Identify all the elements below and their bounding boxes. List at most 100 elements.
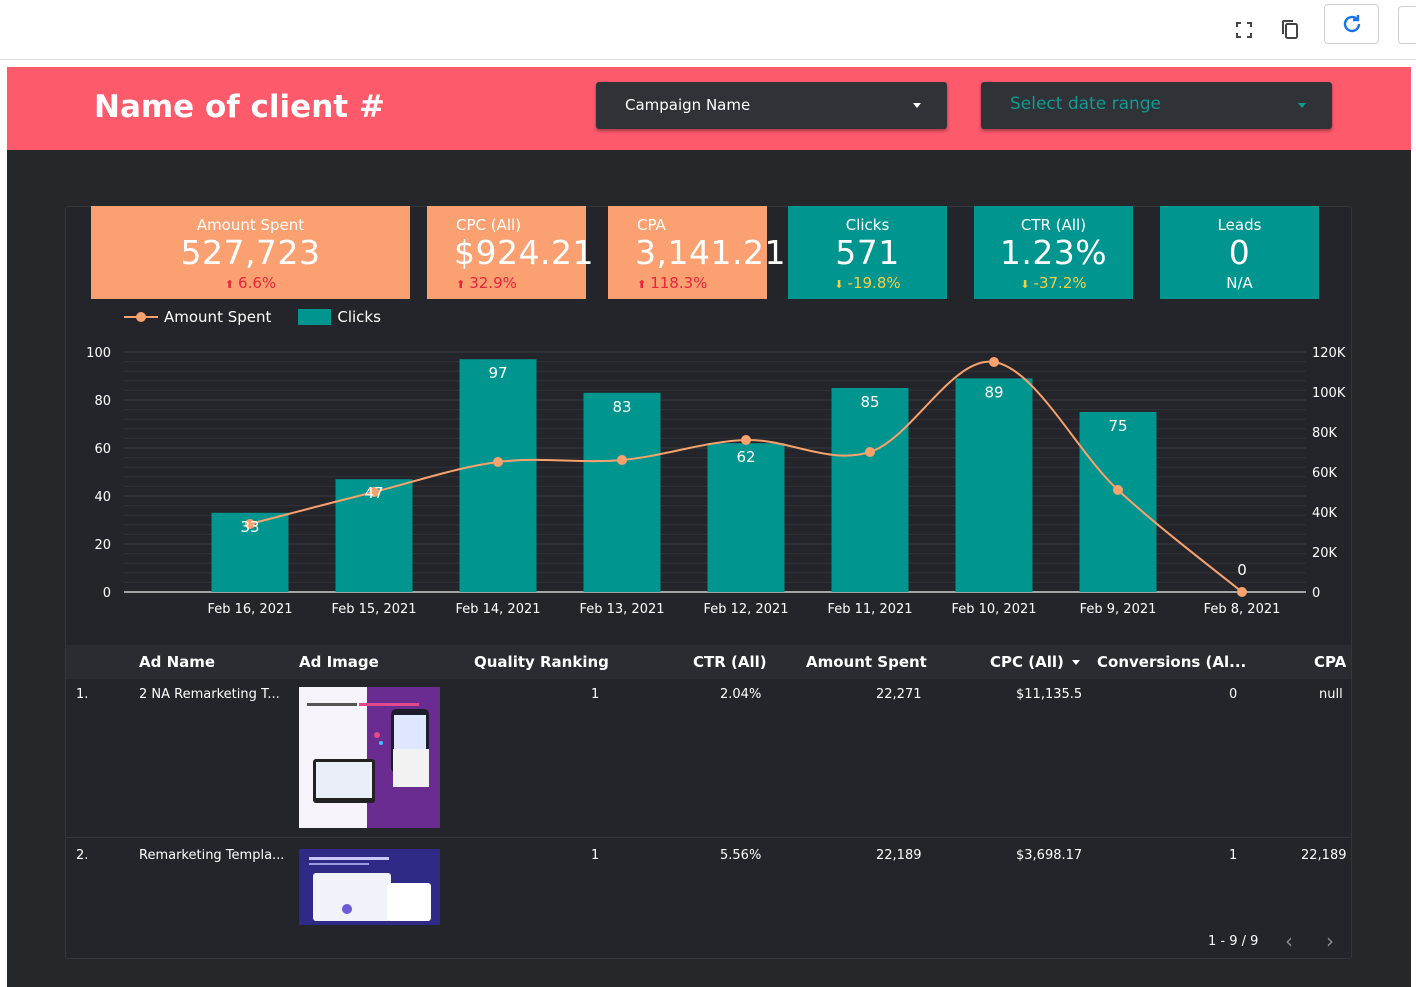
column-header-ctr[interactable]: CTR (All) — [693, 653, 767, 671]
bar-clicks — [583, 392, 661, 592]
right-axis-tick: 60K — [1312, 466, 1338, 481]
arrow-up-icon: ⬆ — [224, 278, 235, 291]
kpi-leads: Leads 0 N/A — [1160, 206, 1319, 299]
sort-descending-icon — [1071, 660, 1080, 665]
legend-amount-spent: Amount Spent — [164, 308, 272, 326]
column-header-quality-ranking[interactable]: Quality Ranking — [474, 653, 609, 671]
kpi-delta: ⬆ 6.6% — [224, 274, 277, 292]
quality-cell: 1 — [591, 687, 600, 702]
bar-value-label: 83 — [612, 398, 631, 416]
line-point — [741, 435, 751, 445]
bar-clicks — [459, 359, 537, 592]
combo-chart: 0 20 40 60 80 100 0 20K 40K 60K 80K 100K 120K 33 47 97 8… — [86, 346, 1346, 617]
pagination-label: 1 - 9 / 9 — [1208, 934, 1259, 949]
arrow-up-icon: ⬆ — [456, 278, 466, 291]
kpi-value: 527,723 — [180, 233, 321, 272]
chevron-left-icon[interactable]: ‹ — [1285, 929, 1293, 953]
row-index: 2. — [76, 848, 89, 863]
right-axis-tick: 120K — [1312, 346, 1346, 361]
left-axis-tick: 60 — [94, 442, 111, 457]
line-point — [245, 519, 255, 529]
column-header-cpa[interactable]: CPA — [1314, 653, 1347, 671]
ad-name-cell[interactable]: 2 NA Remarketing T... — [139, 687, 280, 702]
kpi-label: CTR (All) — [1020, 216, 1087, 234]
bar-value-label: 75 — [1108, 417, 1127, 435]
x-axis-label: Feb 8, 2021 — [1204, 602, 1281, 617]
column-header-amount-spent[interactable]: Amount Spent — [806, 653, 927, 671]
left-axis-tick: 20 — [94, 538, 111, 553]
date-range-label: Select date range — [1010, 94, 1162, 114]
bar-value-label: 89 — [984, 383, 1003, 401]
kpi-delta: ⬆ 32.9% — [456, 274, 517, 292]
kpi-delta: ⬇ -37.2% — [1020, 274, 1087, 292]
copy-icon[interactable] — [1270, 12, 1310, 48]
kpi-delta: N/A — [1226, 274, 1253, 292]
ad-name-cell[interactable]: Remarketing Templa... — [139, 848, 285, 863]
bar-value-label: 62 — [736, 448, 755, 466]
line-point — [369, 487, 379, 497]
column-header-cpc[interactable]: CPC (All) — [990, 653, 1080, 671]
chart-legend: Amount Spent Clicks — [124, 306, 381, 328]
x-axis-label: Feb 12, 2021 — [703, 602, 788, 617]
kpi-value: 0 — [1228, 233, 1251, 272]
date-range-dropdown[interactable]: Select date range — [981, 82, 1332, 129]
kpi-label: Amount Spent — [196, 216, 305, 234]
x-axis-label: Feb 15, 2021 — [331, 602, 416, 617]
campaign-name-dropdown[interactable]: Campaign Name — [596, 82, 947, 129]
kpi-cpc: CPC (All) $924.21 ⬆ 32.9% — [427, 206, 593, 299]
refresh-icon[interactable] — [1324, 4, 1379, 44]
bar-clicks — [831, 388, 909, 592]
chevron-down-icon — [913, 103, 921, 108]
column-header-ad-name[interactable]: Ad Name — [139, 653, 216, 671]
bar-value-label: 97 — [488, 364, 507, 382]
kpi-clicks: Clicks 571 ⬇ -19.8% — [788, 206, 947, 299]
kpi-ctr: CTR (All) 1.23% ⬇ -37.2% — [974, 206, 1133, 299]
line-point — [617, 455, 627, 465]
chevron-right-icon[interactable]: › — [1326, 929, 1334, 953]
kpi-delta: ⬇ -19.8% — [834, 274, 901, 292]
ctr-cell: 5.56% — [720, 848, 762, 863]
line-point — [1113, 485, 1123, 495]
right-axis-tick: 40K — [1312, 506, 1338, 521]
kpi-delta: ⬆ 118.3% — [637, 274, 708, 292]
left-axis-tick: 40 — [94, 490, 111, 505]
kpi-value: 1.23% — [999, 233, 1108, 272]
line-point — [1237, 587, 1247, 597]
kpi-label: CPC (All) — [456, 216, 522, 234]
line-point — [493, 457, 503, 467]
report-toolbar — [0, 0, 1416, 60]
right-axis-tick: 80K — [1312, 426, 1338, 441]
bar-value-label: 0 — [1237, 561, 1247, 579]
x-axis-label: Feb 11, 2021 — [827, 602, 912, 617]
kpi-label: CPA — [637, 216, 666, 234]
fullscreen-icon[interactable] — [1224, 12, 1264, 48]
ctr-cell: 2.04% — [720, 687, 762, 702]
arrow-down-icon: ⬇ — [1020, 278, 1030, 291]
legend-bar-swatch — [298, 309, 332, 325]
report-header: Name of client # Campaign Name Select da… — [7, 67, 1411, 150]
line-amount-spent — [249, 360, 1243, 593]
x-axis-label: Feb 16, 2021 — [207, 602, 292, 617]
cpa-cell: null — [1319, 687, 1343, 702]
kpi-value: 571 — [835, 233, 900, 272]
arrow-up-icon: ⬆ — [637, 278, 647, 291]
kpi-amount-spent: Amount Spent 527,723 ⬆ 6.6% — [91, 206, 410, 299]
campaign-dropdown-label: Campaign Name — [625, 96, 751, 114]
amount-spent-cell: 22,271 — [876, 687, 922, 702]
left-axis-tick: 0 — [103, 586, 111, 601]
x-axis-label: Feb 13, 2021 — [579, 602, 664, 617]
kpi-cpa: CPA 3,141.21 ⬆ 118.3% — [608, 206, 785, 299]
ad-image-thumbnail — [299, 687, 440, 828]
cpc-cell: $11,135.5 — [1016, 687, 1083, 702]
x-axis-label: Feb 14, 2021 — [455, 602, 540, 617]
column-header-conversions[interactable]: Conversions (Al... — [1097, 653, 1247, 671]
row-index: 1. — [76, 687, 89, 702]
client-title: Name of client # — [94, 89, 385, 125]
bar-value-label: 47 — [364, 484, 383, 502]
bar-clicks — [707, 443, 785, 592]
edit-button[interactable] — [1398, 6, 1416, 44]
right-axis-tick: 20K — [1312, 546, 1338, 561]
amount-spent-cell: 22,189 — [876, 848, 922, 863]
ad-image-thumbnail — [299, 849, 440, 925]
column-header-ad-image[interactable]: Ad Image — [299, 653, 379, 671]
